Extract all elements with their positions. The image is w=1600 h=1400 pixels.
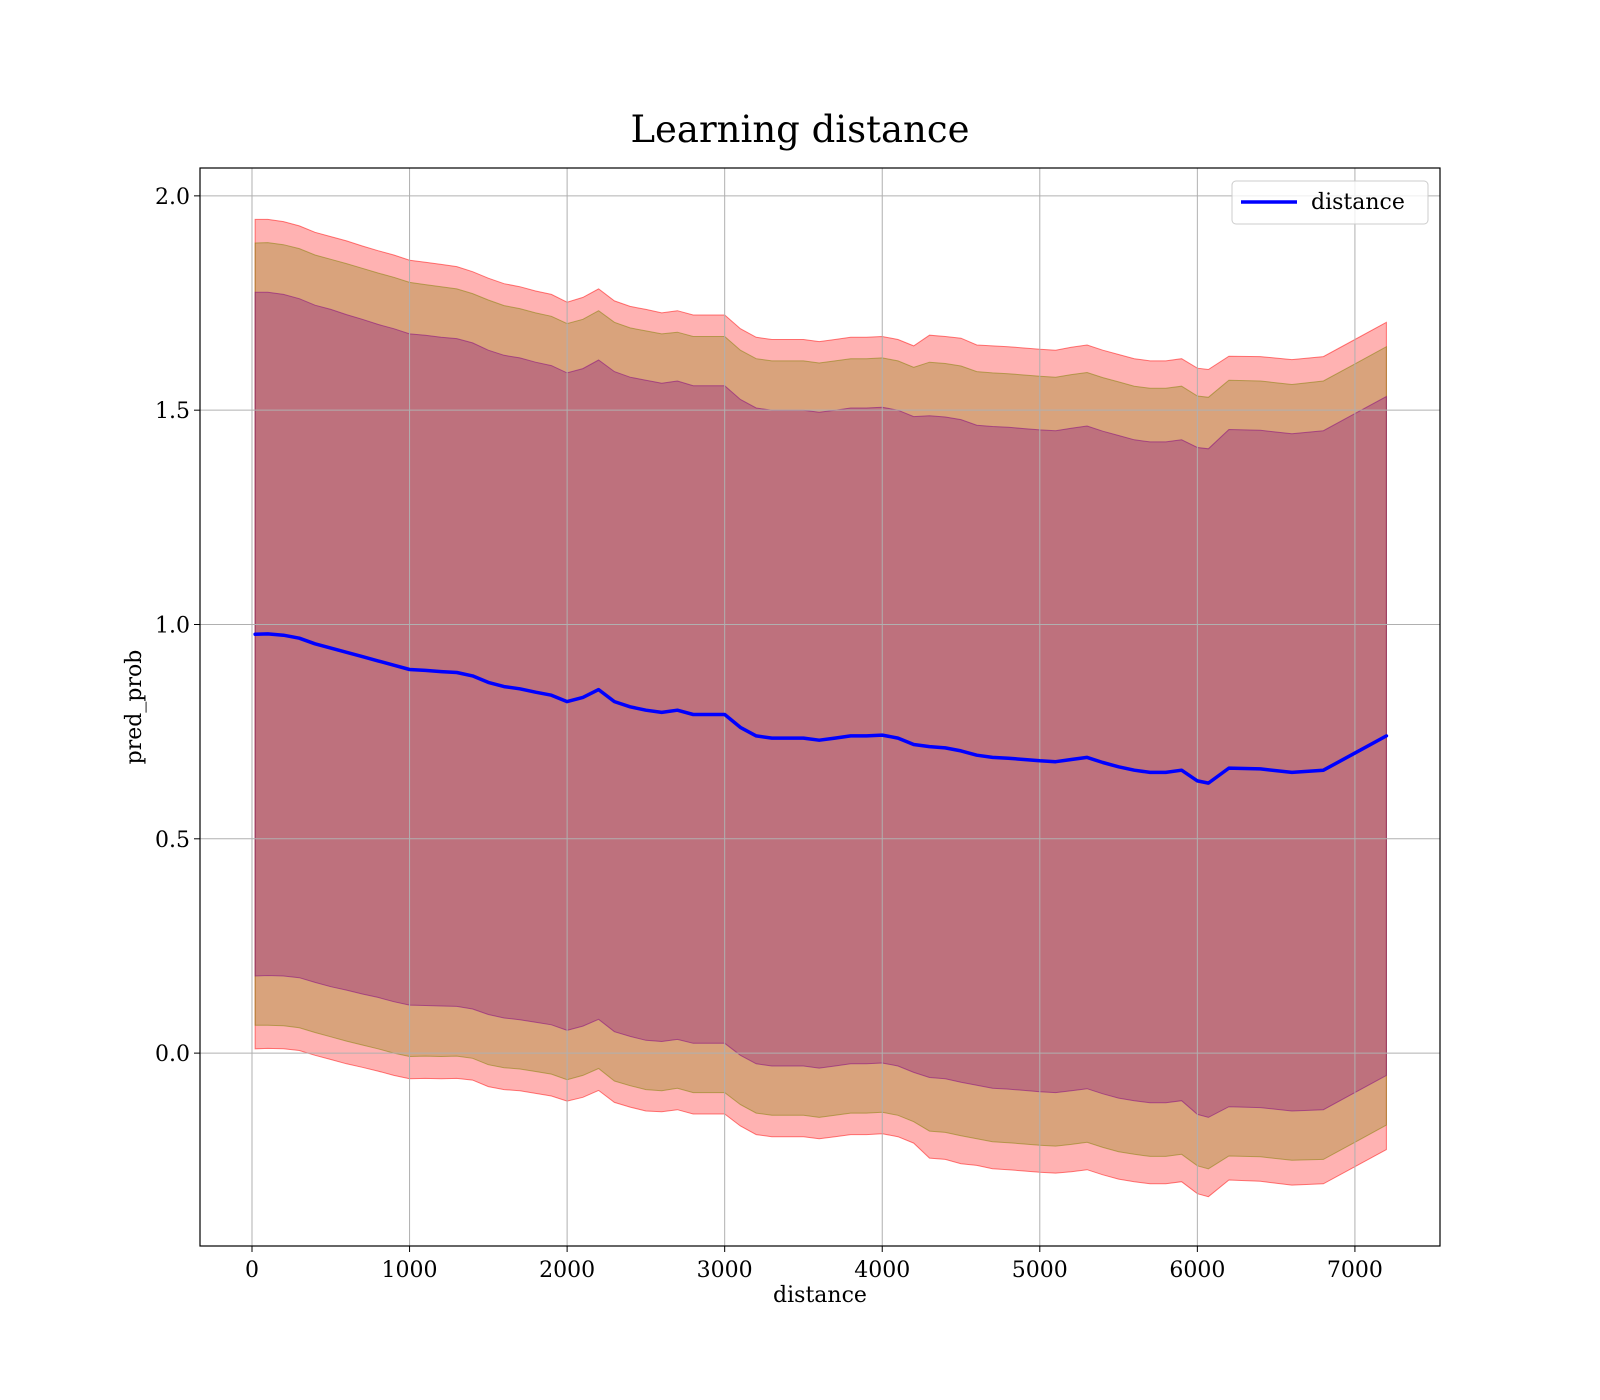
- x-tick-label: 4000: [854, 1258, 910, 1283]
- series-lines: [253, 632, 1389, 785]
- y-tick-label: 0.0: [155, 1042, 190, 1067]
- x-tick-label: 5000: [1012, 1258, 1068, 1283]
- x-tick-label: 6000: [1169, 1258, 1225, 1283]
- x-axis-ticks: 0 1000 2000 3000 4000 5000 6000 7000: [245, 1246, 1383, 1283]
- x-tick-label: 3000: [697, 1258, 753, 1283]
- confidence-band-3: [254, 291, 1387, 1118]
- chart-title: Learning distance: [630, 108, 969, 151]
- y-tick-label: 0.5: [155, 828, 190, 853]
- legend-box: [1231, 180, 1429, 225]
- legend: distance: [1231, 180, 1429, 225]
- series-line-distance: [253, 632, 1389, 785]
- x-tick-label: 2000: [539, 1258, 595, 1283]
- x-tick-label: 7000: [1327, 1258, 1383, 1283]
- legend-label-distance: distance: [1311, 190, 1405, 215]
- y-tick-label: 2.0: [155, 185, 190, 210]
- x-tick-label: 0: [245, 1258, 259, 1283]
- x-tick-label: 1000: [382, 1258, 438, 1283]
- confidence-band-1: [254, 218, 1387, 1198]
- y-tick-label: 1.0: [155, 613, 190, 638]
- y-axis-label: pred_prob: [122, 650, 147, 765]
- confidence-band-2: [254, 242, 1387, 1170]
- x-axis-label: distance: [773, 1283, 867, 1308]
- y-axis-ticks: 0.0 0.5 1.0 1.5 2.0: [155, 185, 200, 1067]
- y-tick-label: 1.5: [155, 399, 190, 424]
- confidence-bands: [254, 218, 1387, 1198]
- plot-frame: [199, 167, 1441, 1247]
- grid-lines: [200, 168, 1440, 1246]
